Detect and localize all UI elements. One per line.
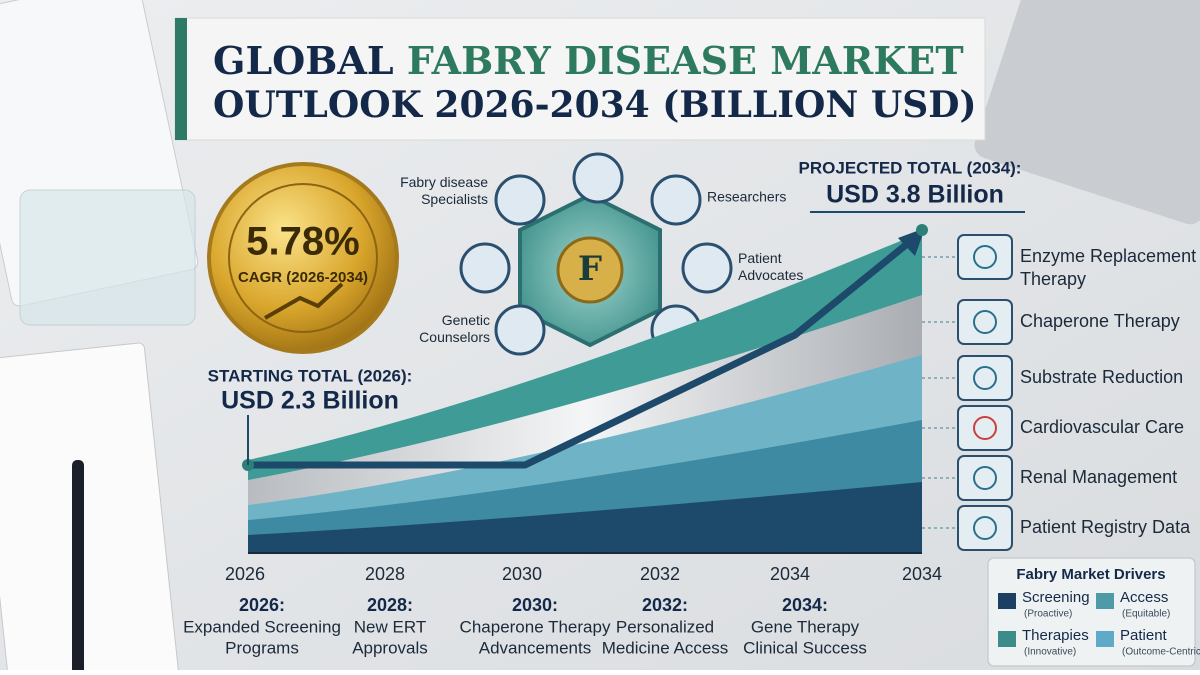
start-label: STARTING TOTAL (2026): — [208, 366, 413, 385]
icon-glyph — [973, 245, 997, 269]
stakeholder-label: Patient Advocates — [738, 250, 803, 283]
avatar — [459, 242, 511, 294]
center-badge — [556, 236, 624, 304]
avatar — [494, 174, 546, 226]
legend-name: Access — [1120, 589, 1168, 606]
milestone-year: 2032: — [642, 595, 688, 615]
cagr-label: CAGR (2026-2034) — [238, 269, 368, 286]
milestone-text: Programs — [225, 638, 299, 657]
end-label: PROJECTED TOTAL (2034): — [799, 158, 1022, 177]
start-value: USD 2.3 Billion — [221, 387, 399, 415]
segment-icon — [957, 299, 1013, 345]
center-letter: F — [578, 249, 602, 289]
milestone-year: 2034: — [782, 595, 828, 615]
milestone-text: Clinical Success — [743, 638, 867, 657]
cagr-coin — [207, 162, 399, 354]
area-chart — [242, 224, 928, 554]
icon-glyph — [973, 516, 997, 540]
milestone-text: Approvals — [352, 638, 428, 657]
segment-icon — [957, 455, 1013, 501]
end-dot — [916, 224, 928, 236]
milestone-text: Personalized — [616, 617, 714, 636]
x-tick-label: 2032 — [640, 564, 680, 584]
segment-label: Enzyme Replacement Therapy — [1020, 246, 1196, 289]
legend-note: (Equitable) — [1122, 609, 1170, 620]
legend-swatch — [1096, 631, 1114, 647]
pen — [72, 460, 84, 675]
coin-ring — [228, 183, 378, 333]
x-tick-label: 2034 — [770, 564, 810, 584]
arrow-head — [898, 228, 925, 256]
avatar — [650, 174, 702, 226]
x-tick-label: 2028 — [365, 564, 405, 584]
icon-glyph — [973, 466, 997, 490]
laptop — [974, 0, 1200, 225]
segment-label-line: Therapy — [1020, 269, 1086, 289]
title-part: GLOBAL — [213, 38, 394, 83]
legend-note: (Innovative) — [1024, 647, 1076, 658]
icon-glyph — [973, 416, 997, 440]
avatar — [572, 152, 624, 204]
x-tick-label: 2034 — [902, 564, 942, 584]
legend-note: (Proactive) — [1024, 609, 1072, 620]
label-line: Counselors — [419, 329, 490, 345]
avatar — [494, 304, 546, 356]
segment-icon — [957, 405, 1013, 451]
label-line: Genetic — [442, 312, 490, 328]
stakeholder-label: Fabry disease Specialists — [400, 174, 488, 207]
label-line: Advocates — [738, 267, 803, 283]
legend-swatch — [998, 593, 1016, 609]
legend-name: Screening — [1022, 589, 1090, 606]
label-line: Fabry disease — [400, 174, 488, 190]
segment-label: Substrate Reduction — [1020, 367, 1183, 387]
title-part: FABRY DISEASE MARKET — [407, 38, 964, 83]
segment-icon — [957, 234, 1013, 280]
area-layer — [248, 482, 922, 553]
segment-label: Cardiovascular Care — [1020, 417, 1184, 437]
segment-icon — [957, 505, 1013, 551]
legend-box — [987, 557, 1196, 667]
title: OUTLOOK 2026-2034 (BILLION USD) — [213, 84, 976, 126]
legend-swatch — [1096, 593, 1114, 609]
legend-title: Fabry Market Drivers — [1016, 566, 1165, 583]
end-value: USD 3.8 Billion — [826, 181, 1004, 209]
milestone-text: Advancements — [479, 638, 591, 657]
label-line: Patient — [738, 250, 782, 266]
segment-label: Patient Registry Data — [1020, 517, 1191, 537]
milestone-text: Chaperone Therapy — [460, 617, 611, 636]
legend-note: (Outcome-Centric) — [1122, 647, 1200, 658]
milestone-year: 2026: — [239, 595, 285, 615]
milestone-text: New ERT — [354, 617, 426, 636]
segment-label: Chaperone Therapy — [1020, 311, 1180, 331]
coin-arrow — [264, 282, 344, 320]
icon-glyph — [973, 366, 997, 390]
icon-glyph — [973, 310, 997, 334]
cagr-value: 5.78% — [246, 220, 359, 264]
milestone-year: 2030: — [512, 595, 558, 615]
milestone-year: 2028: — [367, 595, 413, 615]
title-accent — [175, 18, 187, 140]
milestone-text: Expanded Screening — [183, 617, 341, 636]
label-line: Specialists — [421, 191, 488, 207]
stakeholder-label: Genetic Counselors — [419, 312, 490, 345]
stakeholder-label: Researchers — [707, 189, 786, 205]
segment-label: Renal Management — [1020, 467, 1177, 487]
avatar — [681, 242, 733, 294]
title: GLOBAL FABRY DISEASE MARKET — [213, 38, 964, 83]
x-tick-label: 2026 — [225, 564, 265, 584]
milestone-text: Gene Therapy — [751, 617, 860, 636]
growth-arrow — [248, 237, 915, 469]
segment-label-line: Enzyme Replacement — [1020, 246, 1196, 266]
tablet — [19, 189, 196, 326]
milestone-text: Medicine Access — [602, 638, 729, 657]
legend-name: Therapies — [1022, 627, 1089, 644]
segment-icon — [957, 355, 1013, 401]
legend-swatch — [998, 631, 1016, 647]
x-tick-label: 2030 — [502, 564, 542, 584]
legend-name: Patient — [1120, 627, 1168, 644]
